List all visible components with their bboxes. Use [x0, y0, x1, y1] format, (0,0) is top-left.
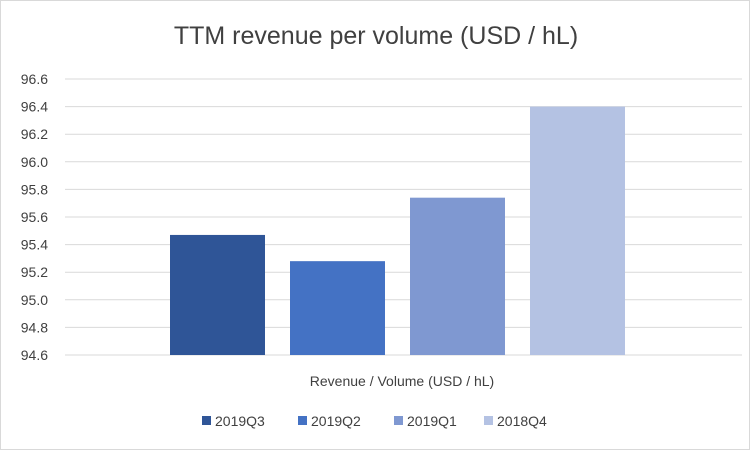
y-tick-label: 94.8 — [21, 319, 48, 335]
y-tick-label: 96.2 — [21, 126, 48, 142]
bar-2019q1 — [410, 197, 505, 355]
legend-label: 2019Q1 — [407, 413, 457, 429]
legend-item-2019q1: 2019Q1 — [394, 413, 457, 429]
legend-item-2019q2: 2019Q2 — [298, 413, 361, 429]
legend-label: 2018Q4 — [497, 413, 547, 429]
x-axis-label: Revenue / Volume (USD / hL) — [310, 373, 494, 389]
y-tick-label: 95.4 — [21, 237, 48, 253]
legend-item-2019q3: 2019Q3 — [202, 413, 265, 429]
y-tick-label: 94.6 — [21, 347, 48, 363]
y-tick-label: 96.6 — [21, 71, 48, 87]
legend-label: 2019Q2 — [311, 413, 361, 429]
legend-swatch — [202, 416, 211, 425]
chart-title: TTM revenue per volume (USD / hL) — [173, 22, 579, 50]
legend-label: 2019Q3 — [215, 413, 265, 429]
legend-swatch — [298, 416, 307, 425]
bar-2018q4 — [530, 106, 625, 355]
y-tick-label: 95.0 — [21, 292, 48, 308]
y-tick-label: 95.8 — [21, 181, 48, 197]
gridlines — [65, 78, 742, 356]
y-tick-label: 95.2 — [21, 264, 48, 280]
bar-2019q3 — [170, 234, 265, 355]
bars — [170, 106, 625, 355]
y-axis-ticks: 96.6 96.4 96.2 96.0 95.8 95.6 95.4 95.2 95.0 94.8… — [21, 71, 48, 363]
legend-item-2018q4: 2018Q4 — [484, 413, 547, 429]
legend-swatch — [394, 416, 403, 425]
legend: 2019Q3 2019Q2 2019Q1 2018Q4 — [202, 413, 547, 429]
bar-2019q2 — [290, 261, 385, 355]
y-tick-label: 95.6 — [21, 209, 48, 225]
legend-swatch — [484, 416, 493, 425]
y-tick-label: 96.0 — [21, 154, 48, 170]
y-tick-label: 96.4 — [21, 99, 48, 115]
